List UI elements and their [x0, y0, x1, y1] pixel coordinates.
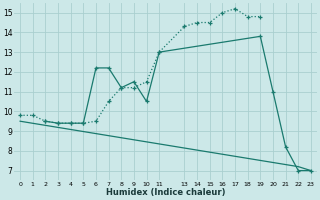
X-axis label: Humidex (Indice chaleur): Humidex (Indice chaleur): [106, 188, 225, 197]
